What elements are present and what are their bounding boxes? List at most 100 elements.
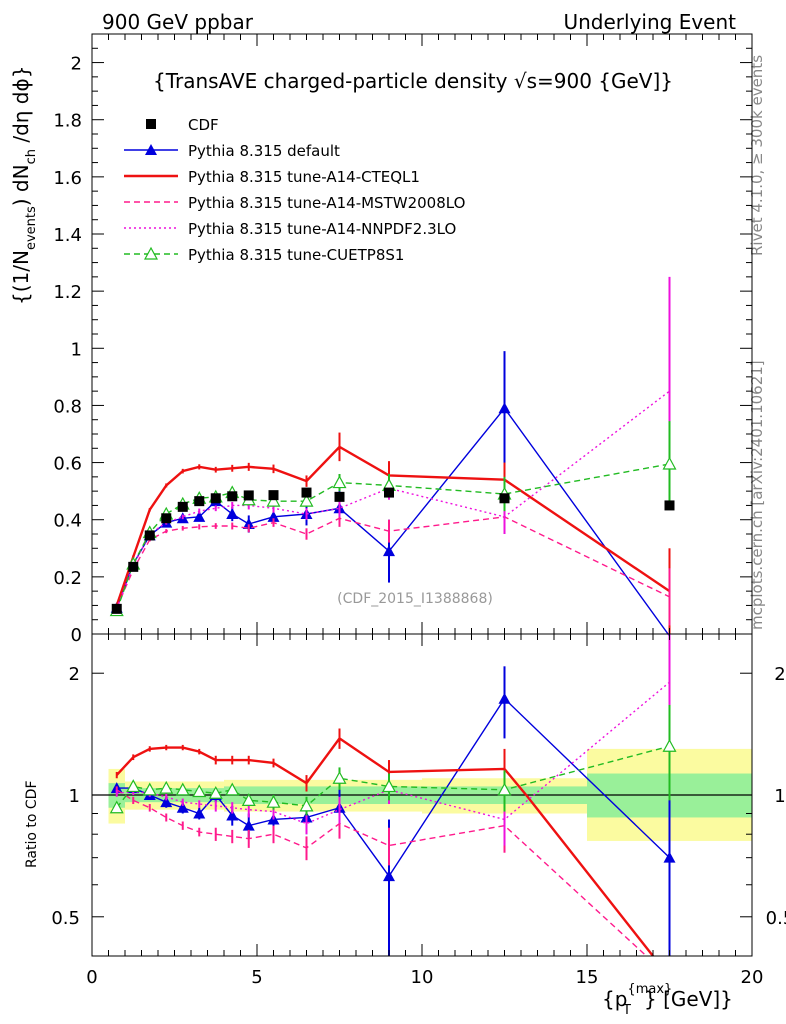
x-tick-label: 10 bbox=[411, 967, 434, 988]
main-y-tick-label: 1.2 bbox=[53, 282, 82, 303]
main-y-tick-label: 0.6 bbox=[53, 454, 82, 475]
main-y-tick-label: 0.8 bbox=[53, 396, 82, 417]
ratio-marker-default bbox=[383, 870, 395, 882]
ratio-marker-default bbox=[160, 796, 173, 808]
y-label-tail: /dη dϕ} bbox=[9, 66, 33, 149]
ratio-marker-cuetp bbox=[241, 793, 256, 806]
marker-default bbox=[498, 402, 511, 414]
legend-label-default: Pythia 8.315 default bbox=[188, 142, 340, 160]
main-plot: 0 0.2 0.4 0.6 0.8 1 1.2 1.4 1.6 1.8 2 bbox=[53, 33, 753, 646]
ratio-marker-cuetp bbox=[208, 785, 223, 799]
ratio-plot: 0.5 0.5 1 1 2 2 0 5 10 15 20 bbox=[51, 633, 786, 988]
ratio-y-tick-label: 0.5 bbox=[51, 908, 80, 929]
marker-default bbox=[193, 510, 206, 522]
marker-default bbox=[383, 545, 395, 557]
ratio-y-tick-label-right: 2 bbox=[774, 664, 785, 685]
mcplots-label: mcplots.cern.ch [arXiv:2401.10621] bbox=[748, 360, 766, 630]
x-tick-label: 15 bbox=[576, 967, 599, 988]
y-label-main: {(1/N bbox=[9, 250, 33, 305]
data-point-cdf bbox=[111, 603, 122, 614]
ratio-marker-cuetp bbox=[299, 798, 314, 812]
main-y-tick-label: 1 bbox=[71, 339, 82, 360]
legend-label-nnpdf: Pythia 8.315 tune-A14-NNPDF2.3LO bbox=[188, 220, 456, 238]
x-tick-label: 0 bbox=[86, 967, 97, 988]
data-point-cdf bbox=[128, 561, 139, 572]
x-label-tail: } [GeV]} bbox=[644, 987, 733, 1011]
y-label-events: events bbox=[24, 206, 39, 250]
ratio-line-cteq bbox=[115, 736, 654, 956]
ratio-line-cuetp bbox=[116, 745, 670, 809]
marker-cuetp bbox=[332, 475, 347, 489]
legend-marker-cuetp bbox=[143, 246, 159, 260]
ratio-axis-label: Ratio to CDF bbox=[24, 780, 40, 868]
legend-marker-data bbox=[146, 119, 156, 129]
data-point-cdf bbox=[194, 496, 205, 507]
watermark: (CDF_2015_I1388868) bbox=[337, 591, 493, 607]
data-point-cdf bbox=[384, 487, 394, 498]
legend-label-cteq: Pythia 8.315 tune-A14-CTEQL1 bbox=[188, 168, 420, 186]
ratio-marker-default bbox=[663, 851, 676, 863]
main-y-tick-label: 0 bbox=[71, 625, 82, 646]
y-label-mid: ) dN bbox=[9, 164, 33, 206]
marker-default bbox=[267, 510, 280, 522]
ratio-plot-bands bbox=[92, 748, 752, 841]
main-y-tick-label: 0.2 bbox=[53, 568, 82, 589]
x-label-sup: {max} bbox=[627, 982, 672, 997]
data-point-cdf bbox=[210, 493, 221, 504]
data-point-cdf bbox=[177, 501, 188, 512]
ratio-line-nnpdf bbox=[116, 681, 670, 825]
ratio-marker-cuetp bbox=[497, 782, 512, 796]
main-plot-series bbox=[109, 276, 677, 637]
data-point-cdf bbox=[499, 493, 510, 504]
ratio-marker-cuetp bbox=[192, 784, 207, 798]
ratio-marker-cuetp bbox=[266, 794, 281, 808]
data-point-cdf bbox=[334, 491, 345, 502]
marker-default bbox=[226, 508, 239, 519]
data-point-cdf bbox=[268, 490, 279, 501]
marker-cuetp bbox=[662, 456, 677, 470]
data-point-cdf bbox=[161, 513, 172, 524]
ratio-y-tick-labels: 0.5 0.5 1 1 2 2 bbox=[51, 664, 786, 929]
ratio-marker-cuetp bbox=[332, 771, 347, 784]
main-y-tick-label: 0.4 bbox=[53, 511, 82, 532]
ratio-marker-default bbox=[226, 809, 239, 821]
ratio-y-tick-label-right: 0.5 bbox=[766, 908, 786, 929]
x-tick-label: 20 bbox=[741, 967, 764, 988]
x-label-sub: T bbox=[622, 1003, 631, 1018]
ratio-y-tick-label: 1 bbox=[69, 786, 80, 807]
ratio-plot-axes bbox=[91, 633, 753, 957]
x-axis-label: {p{max} T } [GeV]} bbox=[602, 982, 733, 1018]
plot-title: {TransAVE charged-particle density √s=90… bbox=[153, 69, 673, 93]
legend-label-mstw: Pythia 8.315 tune-A14-MSTW2008LO bbox=[188, 194, 465, 212]
data-point-cdf bbox=[227, 491, 238, 502]
ratio-marker-cuetp bbox=[159, 780, 174, 794]
ratio-marker-default bbox=[242, 819, 255, 831]
rivet-label: Rivet 4.1.0, ≥ 300k events bbox=[748, 55, 766, 256]
x-tick-labels: 0 5 10 15 20 bbox=[86, 967, 763, 988]
ratio-y-tick-label-right: 1 bbox=[774, 786, 785, 807]
marker-cuetp bbox=[299, 493, 314, 507]
x-label-main: {p bbox=[602, 987, 627, 1011]
data-point-cdf bbox=[301, 487, 312, 498]
ratio-plot-series bbox=[109, 634, 677, 956]
legend-label-cuetp: Pythia 8.315 tune-CUETP8S1 bbox=[188, 246, 404, 264]
legend-marker-default bbox=[145, 144, 157, 155]
ratio-marker-cuetp bbox=[126, 779, 141, 793]
main-y-tick-label: 1.4 bbox=[53, 225, 82, 246]
data-point-cdf bbox=[243, 490, 254, 501]
main-y-tick-label: 1.6 bbox=[53, 168, 82, 189]
ratio-marker-cuetp bbox=[142, 782, 157, 796]
ratio-marker-cuetp bbox=[225, 782, 240, 796]
main-plot-data bbox=[111, 487, 675, 614]
main-y-tick-label: 2 bbox=[71, 54, 82, 75]
main-y-tick-labels: 0 0.2 0.4 0.6 0.8 1 1.2 1.4 1.6 1.8 2 bbox=[53, 54, 82, 646]
marker-default bbox=[242, 518, 255, 529]
ratio-marker-default bbox=[193, 807, 206, 819]
legend: CDF Pythia 8.315 default Pythia 8.315 tune… bbox=[124, 116, 465, 264]
ratio-marker-cuetp bbox=[109, 800, 124, 814]
ratio-marker-default bbox=[498, 692, 511, 704]
legend-label-data: CDF bbox=[188, 116, 219, 134]
ratio-marker-cuetp bbox=[662, 738, 677, 752]
y-label-ch: ch bbox=[24, 149, 39, 164]
data-point-cdf bbox=[664, 500, 675, 511]
